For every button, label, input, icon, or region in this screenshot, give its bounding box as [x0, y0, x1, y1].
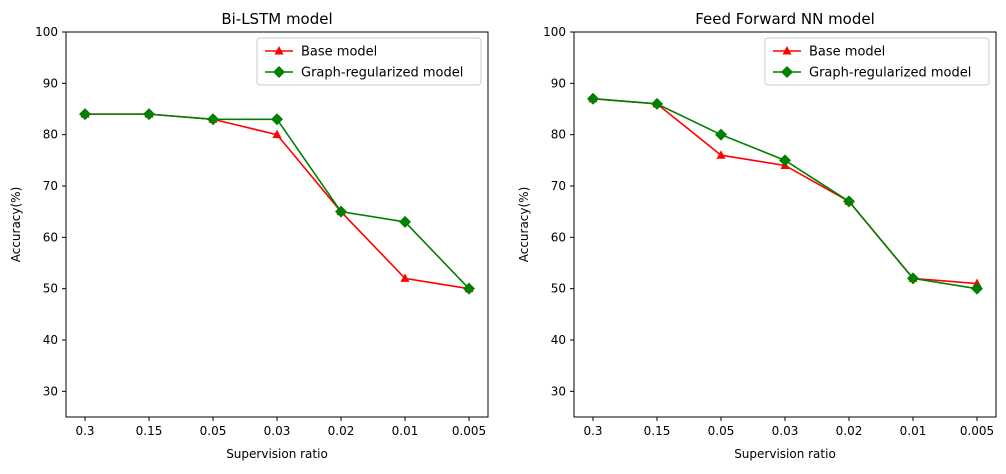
x-tick-label: 0.05	[200, 424, 227, 438]
legend-marker	[273, 66, 285, 78]
y-tick-label: 100	[543, 25, 566, 39]
x-tick-label: 0.02	[836, 424, 863, 438]
data-point-1	[843, 195, 855, 208]
data-point-1	[399, 215, 411, 228]
x-tick-label: 0.01	[392, 424, 419, 438]
y-tick-label: 70	[551, 179, 566, 193]
x-axis-label: Supervision ratio	[226, 447, 328, 461]
series-line-1	[85, 113, 470, 290]
chart-title: Feed Forward NN model	[695, 10, 875, 28]
legend-box	[256, 37, 482, 86]
x-tick-label: 0.15	[644, 424, 671, 438]
data-point-1	[907, 272, 919, 285]
y-axis-label: Accuracy(%)	[9, 187, 23, 263]
legend-label: Graph-regularized model	[301, 66, 463, 81]
legend-marker	[782, 46, 792, 55]
x-tick-label: 0.005	[452, 424, 486, 438]
y-tick-label: 40	[551, 333, 566, 347]
data-point-1	[79, 108, 91, 121]
data-point-1	[651, 97, 663, 110]
y-tick-label: 30	[43, 384, 58, 398]
y-tick-label: 90	[43, 76, 58, 90]
x-tick-label: 0.05	[708, 424, 735, 438]
data-point-1	[335, 205, 347, 218]
chart-1: Feed Forward NN model 30 40 50 60 70 80 90 100 0.…	[517, 10, 997, 461]
y-tick-label: 30	[551, 384, 566, 398]
data-point-1	[463, 282, 475, 295]
legend-label: Base model	[301, 45, 377, 60]
legend-label: Graph-regularized model	[809, 66, 971, 81]
legend-marker	[781, 66, 793, 78]
y-tick-label: 80	[43, 128, 58, 142]
series-line-0	[592, 97, 978, 285]
x-tick-label: 0.3	[75, 424, 94, 438]
y-tick-label: 70	[43, 179, 58, 193]
y-tick-label: 50	[551, 282, 566, 296]
x-tick-label: 0.15	[136, 424, 163, 438]
y-tick-label: 100	[35, 25, 58, 39]
data-point-1	[587, 92, 599, 105]
legend: Base model Graph-regularized model	[764, 37, 990, 86]
y-tick-label: 50	[43, 282, 58, 296]
data-point-1	[271, 113, 283, 126]
data-point-1	[971, 282, 983, 295]
data-point-1	[715, 128, 727, 141]
data-point-1	[207, 113, 219, 126]
y-tick-label: 40	[43, 333, 58, 347]
x-tick-label: 0.01	[900, 424, 927, 438]
y-tick-label: 90	[551, 76, 566, 90]
x-tick-label: 0.005	[960, 424, 994, 438]
y-axis-label: Accuracy(%)	[517, 187, 531, 263]
x-tick-label: 0.03	[772, 424, 799, 438]
data-point-1	[143, 108, 155, 121]
y-tick-label: 60	[551, 230, 566, 244]
chart-0: Bi-LSTM model 30 40 50 60 70 80 90 100 0.3 0.15 0.0…	[9, 10, 489, 461]
y-tick-label: 80	[551, 128, 566, 142]
data-point-0	[400, 273, 410, 282]
y-tick-label: 60	[43, 230, 58, 244]
legend: Base model Graph-regularized model	[256, 37, 482, 86]
legend-box	[764, 37, 990, 86]
legend-marker	[274, 46, 284, 55]
x-tick-label: 0.03	[264, 424, 291, 438]
series-line-1	[592, 97, 978, 290]
data-point-1	[779, 154, 791, 167]
plot-frame	[65, 31, 489, 418]
chart-title: Bi-LSTM model	[221, 10, 332, 28]
data-point-0	[272, 129, 282, 139]
x-axis-label: Supervision ratio	[734, 447, 836, 461]
x-tick-label: 0.02	[328, 424, 355, 438]
data-point-0	[716, 150, 726, 159]
series-line-0	[85, 113, 470, 290]
x-tick-label: 0.3	[583, 424, 602, 438]
legend-label: Base model	[809, 45, 885, 60]
plot-frame	[573, 31, 997, 418]
